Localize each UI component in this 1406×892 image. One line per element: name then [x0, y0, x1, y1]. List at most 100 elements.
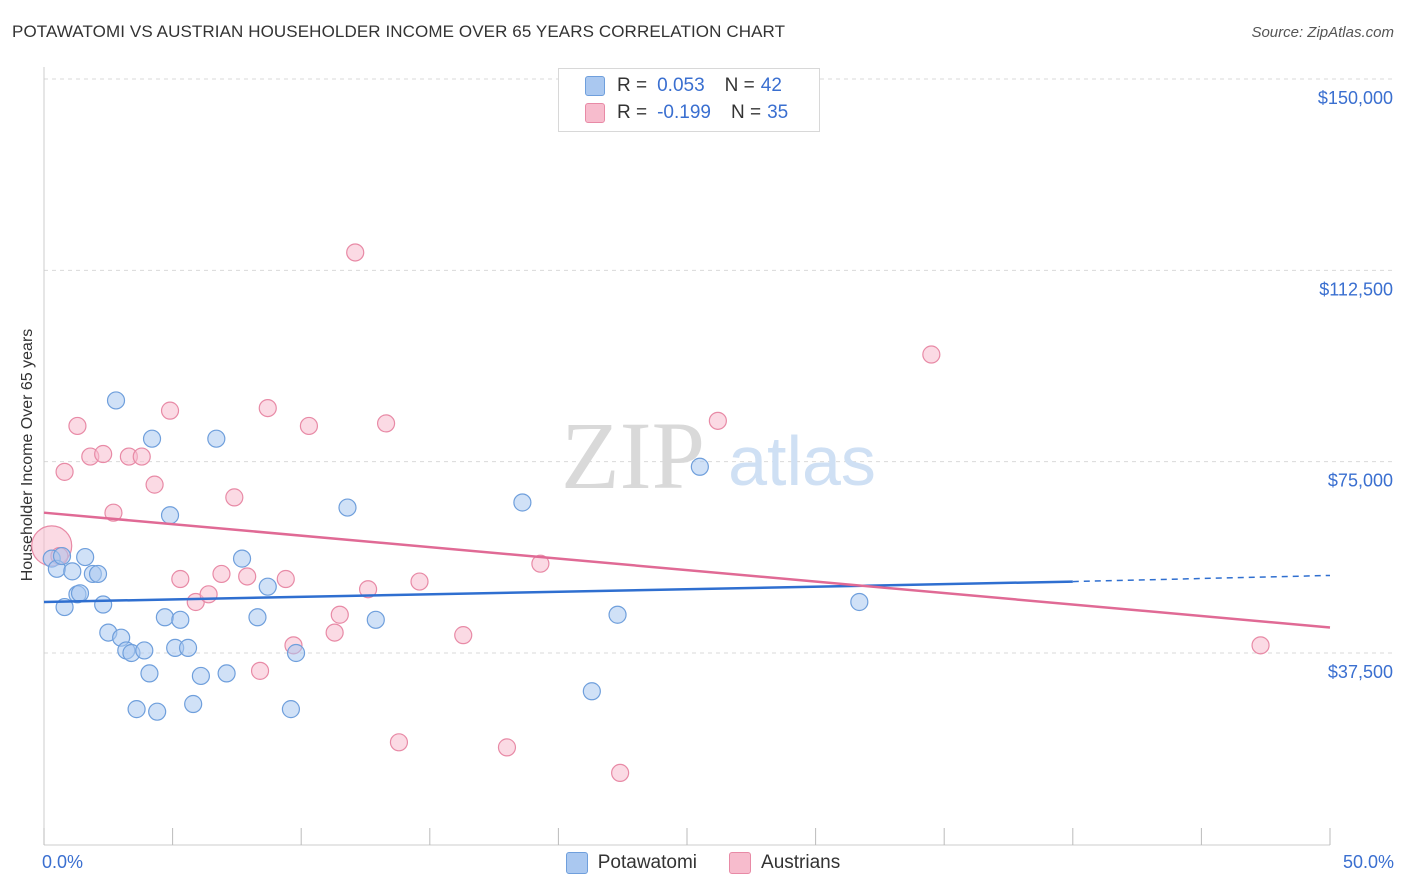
austrians-point — [68, 416, 87, 436]
austrians-point — [330, 605, 349, 624]
austrians-point — [611, 763, 630, 783]
austrians-point — [199, 585, 218, 604]
potawatomi-point — [338, 498, 357, 517]
austrians-point — [531, 554, 550, 573]
series-label-austrians: Austrians — [761, 852, 841, 873]
watermark-atlas: atlas — [728, 422, 876, 500]
potawatomi-trend-extension — [1072, 574, 1331, 583]
potawatomi-trend-line — [43, 580, 1073, 604]
potawatomi-point — [184, 694, 203, 714]
austrians-point — [212, 564, 231, 584]
austrians-point — [410, 572, 429, 591]
potawatomi-point — [94, 595, 113, 614]
legend-r-label: R = — [617, 75, 648, 96]
potawatomi-point — [608, 605, 627, 624]
axes — [43, 67, 1331, 846]
austrians-point — [708, 411, 727, 430]
potawatomi-point — [142, 429, 162, 448]
austrians-point — [104, 503, 123, 522]
legend-n-label: N = — [730, 102, 762, 123]
austrians-point — [299, 416, 319, 436]
correlation-legend: R = 0.053 N = 42 R = -0.199 N = 35 — [558, 68, 820, 132]
potawatomi-point — [286, 643, 306, 663]
austrians-point — [325, 623, 344, 642]
potawatomi-point — [178, 638, 198, 657]
potawatomi-point — [88, 564, 108, 584]
legend-r-value: 0.053 — [657, 75, 705, 96]
potawatomi-point — [160, 506, 180, 525]
austrians-point — [225, 488, 244, 507]
austrians-point — [276, 569, 295, 589]
potawatomi-point — [70, 584, 90, 603]
austrians-point — [250, 661, 270, 680]
austrians-point — [238, 567, 257, 586]
austrians-point — [389, 733, 409, 752]
potawatomi-point — [690, 457, 709, 476]
x-tick-label-min: 0.0% — [42, 852, 84, 872]
x-tick-label-max: 50.0% — [1342, 852, 1394, 872]
legend-row-austrians: R = -0.199 N = 35 — [585, 102, 788, 124]
potawatomi-point — [135, 641, 154, 660]
series-label-potawatomi: Potawatomi — [597, 852, 698, 873]
legend-swatch-blue — [585, 76, 605, 96]
legend-n-value: 42 — [760, 75, 782, 96]
potawatomi-point — [281, 700, 301, 719]
y-tick-label: $150,000 — [1318, 88, 1393, 108]
potawatomi-point — [366, 610, 385, 629]
series-swatch-pink — [729, 852, 752, 874]
austrians-point — [346, 243, 365, 262]
austrians-trend-line — [43, 511, 1331, 629]
austrians-point — [55, 462, 74, 481]
austrians-point — [145, 475, 164, 494]
legend-swatch-pink — [585, 103, 605, 123]
potawatomi-point — [140, 664, 159, 683]
potawatomi-point — [52, 546, 72, 566]
y-tick-label: $37,500 — [1328, 662, 1393, 682]
austrians-point — [94, 444, 113, 464]
potawatomi-point — [76, 547, 95, 567]
legend-n-label: N = — [724, 75, 755, 96]
legend-r-label: R = — [617, 102, 648, 123]
watermark-zip: ZIP — [561, 402, 705, 509]
potawatomi-points — [42, 391, 869, 721]
series-swatch-blue — [565, 852, 588, 874]
y-tick-label: $112,500 — [1319, 279, 1393, 299]
austrians-point — [160, 401, 180, 420]
potawatomi-point — [191, 666, 210, 686]
potawatomi-point — [207, 429, 226, 448]
austrians-point — [258, 398, 277, 418]
chart-title: POTAWATOMI VS AUSTRIAN HOUSEHOLDER INCOM… — [12, 22, 786, 41]
series-legend-austrians: Austrians — [729, 852, 840, 874]
austrians-point — [1251, 636, 1270, 655]
potawatomi-point — [63, 562, 82, 581]
watermark: ZIP atlas — [561, 402, 876, 509]
austrians-point — [132, 447, 151, 466]
legend-row-potawatomi: R = 0.053 N = 42 — [585, 75, 782, 97]
potawatomi-point — [217, 664, 236, 683]
potawatomi-point — [127, 700, 146, 719]
potawatomi-point — [106, 391, 126, 410]
legend-n-value: 35 — [767, 102, 789, 123]
austrians-point — [497, 738, 517, 757]
potawatomi-point — [513, 493, 532, 512]
series-legend-potawatomi: Potawatomi — [565, 852, 698, 874]
series-legend: Potawatomi Austrians — [0, 852, 1406, 874]
potawatomi-point — [155, 608, 174, 627]
chart-source: Source: ZipAtlas.com — [1251, 24, 1394, 41]
austrians-point — [922, 345, 941, 364]
austrians-point — [454, 626, 473, 645]
potawatomi-point — [248, 608, 267, 627]
austrians-point — [376, 414, 396, 433]
potawatomi-point — [582, 682, 601, 701]
potawatomi-point — [850, 592, 869, 612]
y-tick-label: $75,000 — [1328, 471, 1393, 491]
potawatomi-point — [258, 577, 277, 596]
potawatomi-point — [171, 610, 190, 629]
austrians-point — [358, 580, 378, 599]
potawatomi-point — [232, 549, 252, 568]
potawatomi-point — [148, 702, 167, 721]
austrians-point — [171, 569, 190, 589]
gridlines — [44, 78, 1394, 654]
austrians-points — [31, 243, 1270, 783]
